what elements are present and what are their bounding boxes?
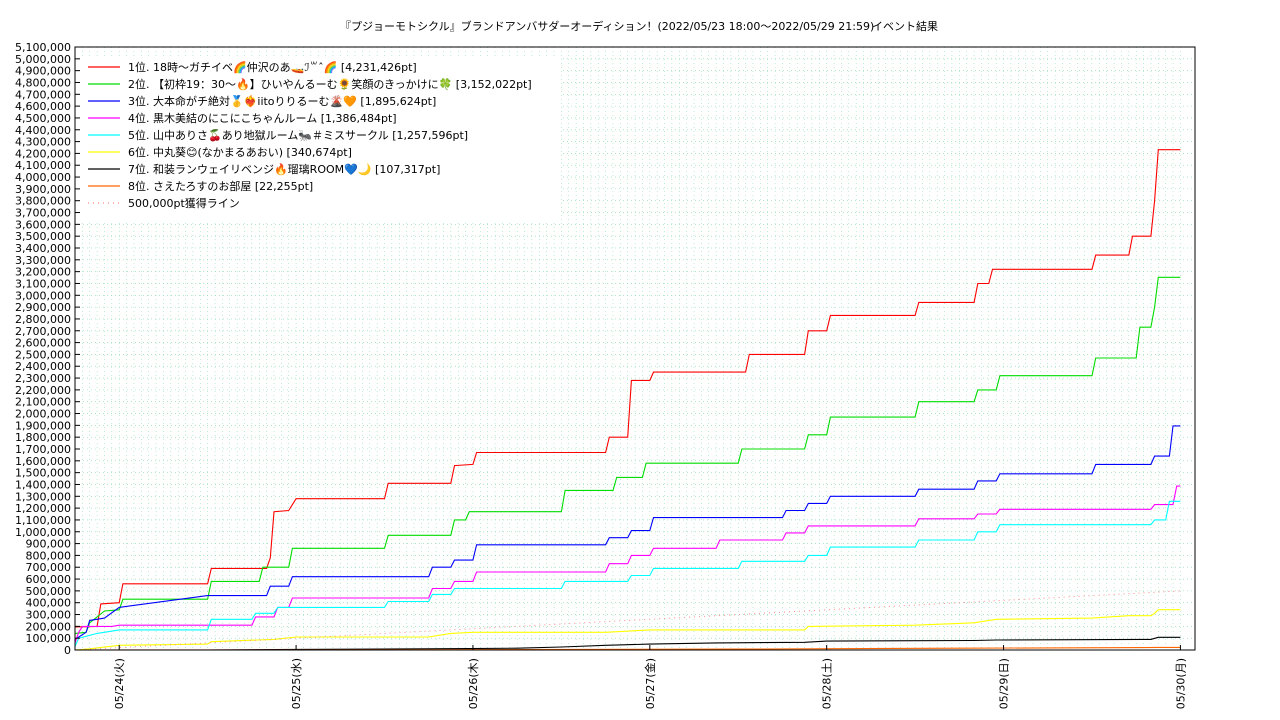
y-tick-label: 4,200,000: [15, 147, 71, 160]
y-tick-label: 2,800,000: [15, 313, 71, 326]
y-tick-label: 2,900,000: [15, 301, 71, 314]
y-tick-label: 800,000: [26, 549, 72, 562]
y-tick-label: 4,500,000: [15, 112, 71, 125]
y-tick-label: 2,200,000: [15, 384, 71, 397]
y-tick-label: 3,400,000: [15, 242, 71, 255]
y-tick-label: 4,400,000: [15, 124, 71, 137]
legend: 1位. 18時〜ガチイベ🌈仲沢のあ🚤ℐ꒳ˆ🌈 [4,231,426pt] 2位. …: [80, 58, 560, 223]
axes: 0100,000200,000300,000400,000500,000600,…: [15, 41, 1196, 709]
y-tick-label: 1,400,000: [15, 478, 71, 491]
y-tick-label: 4,100,000: [15, 159, 71, 172]
series-line: [74, 276, 1181, 634]
y-tick-label: 1,000,000: [15, 526, 71, 539]
legend-entry: 500,000pt獲得ライン: [128, 197, 240, 210]
x-tick-label: 05/24(火): [113, 658, 126, 709]
legend-entry: 6位. 中丸葵😊(なかまるあおい) [340,674pt]: [128, 145, 352, 159]
y-tick-label: 2,400,000: [15, 360, 71, 373]
y-tick-label: 300,000: [26, 609, 72, 622]
y-tick-label: 4,800,000: [15, 76, 71, 89]
series-line: [74, 609, 1181, 651]
y-tick-label: 2,300,000: [15, 372, 71, 385]
y-tick-label: 1,100,000: [15, 514, 71, 527]
series-line: [74, 149, 1181, 628]
y-tick-label: 2,500,000: [15, 348, 71, 361]
x-tick-label: 05/29(日): [998, 658, 1011, 709]
y-tick-label: 2,700,000: [15, 325, 71, 338]
y-tick-label: 600,000: [26, 573, 72, 586]
series-line: [74, 425, 1181, 640]
y-tick-label: 1,900,000: [15, 419, 71, 432]
chart-title: 『プジョーモトシクル』ブランドアンバサダーオーディション！(2022/05/23…: [340, 19, 874, 33]
y-tick-label: 3,300,000: [15, 254, 71, 267]
y-tick-label: 3,600,000: [15, 218, 71, 231]
x-tick-label: 05/25(水): [290, 658, 303, 709]
y-tick-label: 1,600,000: [15, 455, 71, 468]
series-line: [74, 485, 1181, 644]
y-tick-label: 5,100,000: [15, 41, 71, 54]
x-tick-label: 05/27(金): [643, 658, 657, 709]
y-tick-label: 3,100,000: [15, 277, 71, 290]
y-tick-label: 2,600,000: [15, 337, 71, 350]
y-tick-label: 2,100,000: [15, 396, 71, 409]
y-tick-label: 700,000: [26, 561, 72, 574]
series-line: [75, 636, 1181, 651]
y-tick-label: 200,000: [26, 620, 72, 633]
y-tick-label: 4,900,000: [15, 65, 71, 78]
y-tick-label: 500,000: [26, 585, 72, 598]
y-tick-label: 1,500,000: [15, 467, 71, 480]
legend-entry: 2位. 【初枠19：30〜🔥】ひいやんるーむ🌻笑顔のきっかけに🍀 [3,152,…: [128, 77, 532, 91]
y-tick-label: 1,300,000: [15, 490, 71, 503]
legend-entry: 4位. 黒木美結のにこにこちゃんルーム [1,386,484pt]: [128, 111, 397, 125]
y-tick-label: 1,200,000: [15, 502, 71, 515]
y-tick-label: 4,600,000: [15, 100, 71, 113]
chart-subtitle: イベント結果: [872, 19, 938, 33]
x-tick-label: 05/28(土): [821, 658, 834, 709]
y-tick-label: 0: [64, 644, 71, 657]
y-tick-label: 5,000,000: [15, 53, 71, 66]
y-tick-label: 2,000,000: [15, 408, 71, 421]
legend-box: [80, 58, 560, 223]
y-tick-label: 4,300,000: [15, 136, 71, 149]
y-tick-label: 1,800,000: [15, 431, 71, 444]
y-tick-label: 900,000: [26, 538, 72, 551]
y-tick-label: 4,000,000: [15, 171, 71, 184]
plot-frame: [74, 46, 1196, 651]
legend-entry: 1位. 18時〜ガチイベ🌈仲沢のあ🚤ℐ꒳ˆ🌈 [4,231,426pt]: [128, 60, 417, 74]
x-tick-label: 05/30(月): [1174, 658, 1187, 709]
series-lines: [74, 149, 1181, 651]
y-tick-label: 4,700,000: [15, 88, 71, 101]
y-tick-label: 3,800,000: [15, 195, 71, 208]
legend-entry: 3位. 大本命がチ絶対🥇❤️‍🔥iitoりりるーむ🌋🧡 [1,895,624pt…: [128, 94, 436, 108]
y-tick-label: 3,200,000: [15, 266, 71, 279]
y-tick-label: 3,700,000: [15, 207, 71, 220]
legend-entry: 8位. さえたろすのお部屋 [22,255pt]: [128, 179, 313, 193]
x-tick-label: 05/26(木): [467, 658, 480, 709]
y-tick-label: 100,000: [26, 632, 72, 645]
y-tick-label: 3,900,000: [15, 183, 71, 196]
legend-entry: 5位. 山中ありさ🍒あり地獄ルーム🐜＃ミスサークル [1,257,596pt]: [128, 128, 468, 142]
y-tick-label: 1,700,000: [15, 443, 71, 456]
y-tick-label: 3,000,000: [15, 289, 71, 302]
y-tick-label: 400,000: [26, 597, 72, 610]
series-line: [74, 500, 1181, 647]
legend-entry: 7位. 和装ランウェイリベンジ🔥瑠璃ROOM💙🌙 [107,317pt]: [128, 162, 440, 176]
y-tick-label: 3,500,000: [15, 230, 71, 243]
